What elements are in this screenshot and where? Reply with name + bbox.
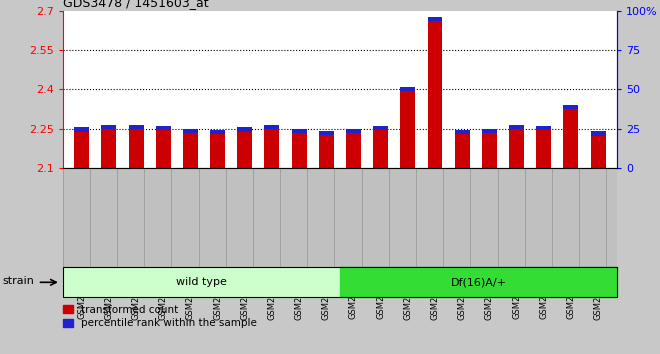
Bar: [319, 131, 334, 135]
Bar: [564, 105, 578, 109]
Bar: [265, 125, 279, 168]
Bar: [373, 126, 388, 130]
Bar: [238, 127, 252, 132]
Bar: [238, 127, 252, 168]
Bar: [210, 130, 225, 168]
Bar: [63, 267, 340, 297]
Bar: [74, 127, 89, 168]
Bar: [265, 125, 279, 129]
Text: Df(16)A/+: Df(16)A/+: [451, 277, 506, 287]
Bar: [455, 130, 470, 168]
Bar: [482, 129, 497, 133]
Bar: [129, 125, 144, 129]
Text: GDS3478 / 1451603_at: GDS3478 / 1451603_at: [63, 0, 209, 10]
Legend: transformed count, percentile rank within the sample: transformed count, percentile rank withi…: [61, 303, 259, 330]
Bar: [591, 131, 606, 168]
Bar: [210, 130, 225, 134]
Bar: [428, 17, 442, 168]
Bar: [536, 126, 551, 168]
Bar: [292, 129, 307, 168]
Bar: [455, 130, 470, 134]
Bar: [74, 127, 89, 132]
Bar: [102, 125, 116, 168]
Bar: [401, 87, 415, 91]
Bar: [340, 267, 617, 297]
Bar: [401, 87, 415, 168]
Bar: [156, 126, 171, 130]
Bar: [509, 125, 524, 168]
Bar: [292, 129, 307, 133]
Bar: [536, 126, 551, 130]
Bar: [428, 17, 442, 21]
Bar: [564, 105, 578, 168]
Bar: [183, 129, 198, 133]
Text: wild type: wild type: [176, 277, 227, 287]
Bar: [319, 131, 334, 168]
Bar: [591, 131, 606, 136]
Bar: [509, 125, 524, 129]
Bar: [102, 125, 116, 129]
Bar: [156, 126, 171, 168]
Bar: [346, 129, 361, 168]
Bar: [346, 129, 361, 133]
Bar: [373, 126, 388, 168]
Bar: [482, 129, 497, 168]
Bar: [183, 129, 198, 168]
Text: strain: strain: [3, 276, 34, 286]
Bar: [129, 125, 144, 168]
